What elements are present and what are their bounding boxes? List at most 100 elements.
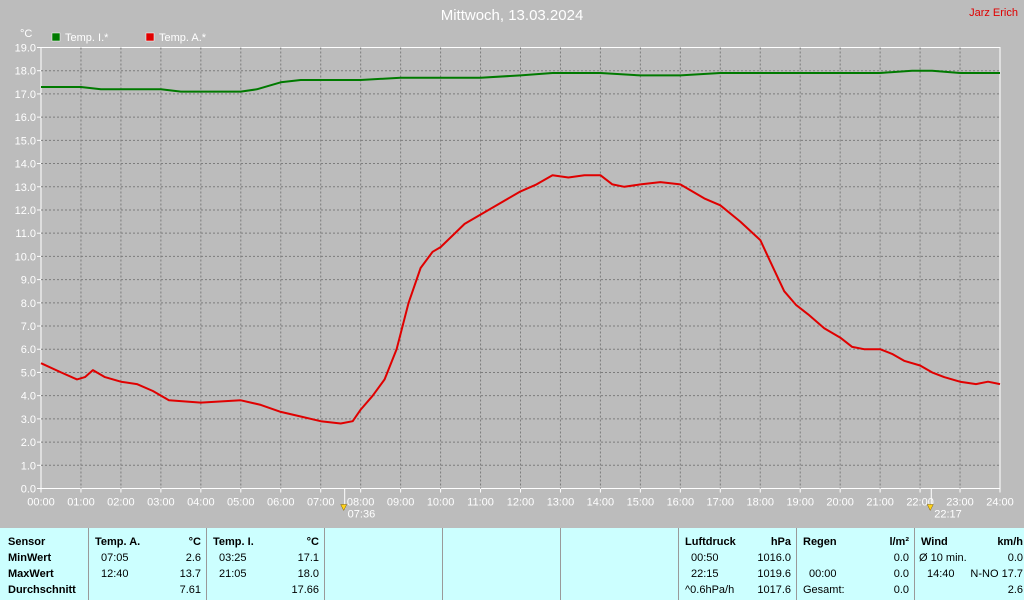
x-tick-label: 10:00 [427,497,455,509]
x-tick-label: 20:00 [826,497,854,509]
pressure-min: 1016.0 [757,552,791,564]
row-label-max: MaxWert [8,568,54,580]
y-tick-label: 0.0 [21,484,36,496]
y-tick-label: 9.0 [21,275,36,287]
row-label-min: MinWert [8,552,52,564]
rain-max: 0.0 [893,568,909,580]
rain-unit: l/m² [889,536,909,548]
temp-i-header: Temp. I. [213,536,254,548]
temp-i-avg: 17.66 [291,584,319,596]
y-tick-label: 4.0 [21,391,36,403]
x-tick-label: 04:00 [187,497,215,509]
x-axis: 00:00 01:00 02:00 03:00 04:00 05:00 06:00 07:00… [27,488,1014,509]
sunrise-icon [340,504,348,512]
y-tick-label: 7.0 [21,321,36,333]
y-tick-label: 16.0 [15,112,36,124]
rain-total: 0.0 [893,584,909,596]
temp-i-min: 17.1 [297,552,319,564]
temp-a-max: 13.7 [179,568,201,580]
temp-i-min-time: 03:25 [219,552,247,564]
x-tick-label: 21:00 [866,497,894,509]
rain-time: 00:00 [809,568,837,580]
y-tick-label: 1.0 [21,460,36,472]
y-tick-label: 15.0 [15,135,36,147]
pressure-header: Luftdruck [685,536,736,548]
wind-max: N-NO 17.7 [970,568,1023,580]
y-tick-label: 12.0 [15,205,36,217]
y-tick-label: 13.0 [15,182,36,194]
sunset-label: 22:17 [934,509,962,521]
temp-a-max-time: 12:40 [101,568,129,580]
x-tick-label: 05:00 [227,497,255,509]
x-tick-label: 16:00 [667,497,695,509]
y-tick-label: 10.0 [15,251,36,263]
wind-max-time: 14:40 [927,568,955,580]
chart-grid [40,47,1001,489]
sunrise-label: 07:36 [348,509,376,521]
pressure-max: 1019.6 [757,568,791,580]
empty-column [324,528,443,600]
series-line-inside [41,69,1000,93]
y-tick-label: 2.0 [21,437,36,449]
stats-table: Sensor MinWert MaxWert Durchschnitt Temp… [0,528,1024,600]
wind-header: Wind [921,536,948,548]
rain-header: Regen [803,536,837,548]
wind-avg10: 0.0 [1007,552,1023,564]
sensor-header: Sensor [8,536,46,548]
legend-label: Temp. I.* [65,32,109,44]
x-tick-label: 14:00 [587,497,615,509]
x-tick-label: 08:00 [347,497,375,509]
sunset-icon [926,504,934,512]
legend-swatch [51,32,61,42]
x-tick-label: 00:00 [27,497,55,509]
temp-i-max-time: 21:05 [219,568,247,580]
y-tick-label: 18.0 [15,66,36,78]
y-axis-unit: °C [20,28,32,40]
x-tick-label: 18:00 [746,497,774,509]
y-tick-label: 11.0 [15,228,36,240]
y-axis: 0.0 1.0 2.0 3.0 4.0 5.0 6.0 7.0 8.0 9.0 10.0 11.0 12… [15,28,41,496]
y-tick-label: 19.0 [15,43,36,55]
x-tick-label: 15:00 [627,497,655,509]
row-label-avg: Durchschnitt [8,584,76,596]
legend-swatch [145,32,155,42]
x-tick-label: 03:00 [147,497,175,509]
wind-avg10-label: Ø 10 min. [919,552,967,564]
y-tick-label: 5.0 [21,367,36,379]
x-tick-label: 17:00 [707,497,735,509]
pressure-min-time: 00:50 [691,552,719,564]
x-tick-label: 13:00 [547,497,575,509]
temp-a-min: 2.6 [185,552,201,564]
x-tick-label: 01:00 [67,497,95,509]
temp-a-min-time: 07:05 [101,552,129,564]
temp-a-unit: °C [188,536,201,548]
y-tick-label: 14.0 [15,159,36,171]
pressure-unit: hPa [770,536,791,548]
pressure-avg: 1017.6 [757,584,791,596]
empty-column [442,528,561,600]
temp-i-max: 18.0 [297,568,319,580]
chart-legend: Temp. I.* Temp. A.* [51,32,207,44]
x-tick-label: 09:00 [387,497,415,509]
y-tick-label: 3.0 [21,414,36,426]
x-tick-label: 11:00 [467,497,494,509]
series-lines [40,69,1001,425]
x-tick-label: 07:00 [307,497,335,509]
y-tick-label: 17.0 [15,89,36,101]
x-tick-label: 02:00 [107,497,135,509]
y-tick-label: 6.0 [21,344,36,356]
x-tick-label: 22:00 [906,497,934,509]
rain-current: 0.0 [893,552,909,564]
y-tick-label: 8.0 [21,298,36,310]
legend-label: Temp. A.* [159,32,207,44]
wind-avg: 2.6 [1007,584,1023,596]
x-tick-label: 24:00 [986,497,1014,509]
x-tick-label: 19:00 [786,497,814,509]
temp-i-unit: °C [306,536,319,548]
empty-column [560,528,679,600]
pressure-max-time: 22:15 [691,568,719,580]
series-line-outside [40,174,1001,425]
temp-a-avg: 7.61 [179,584,201,596]
chart-title: Mittwoch, 13.03.2024 [440,7,584,24]
pressure-trend: ^0.6hPa/h [685,584,735,596]
